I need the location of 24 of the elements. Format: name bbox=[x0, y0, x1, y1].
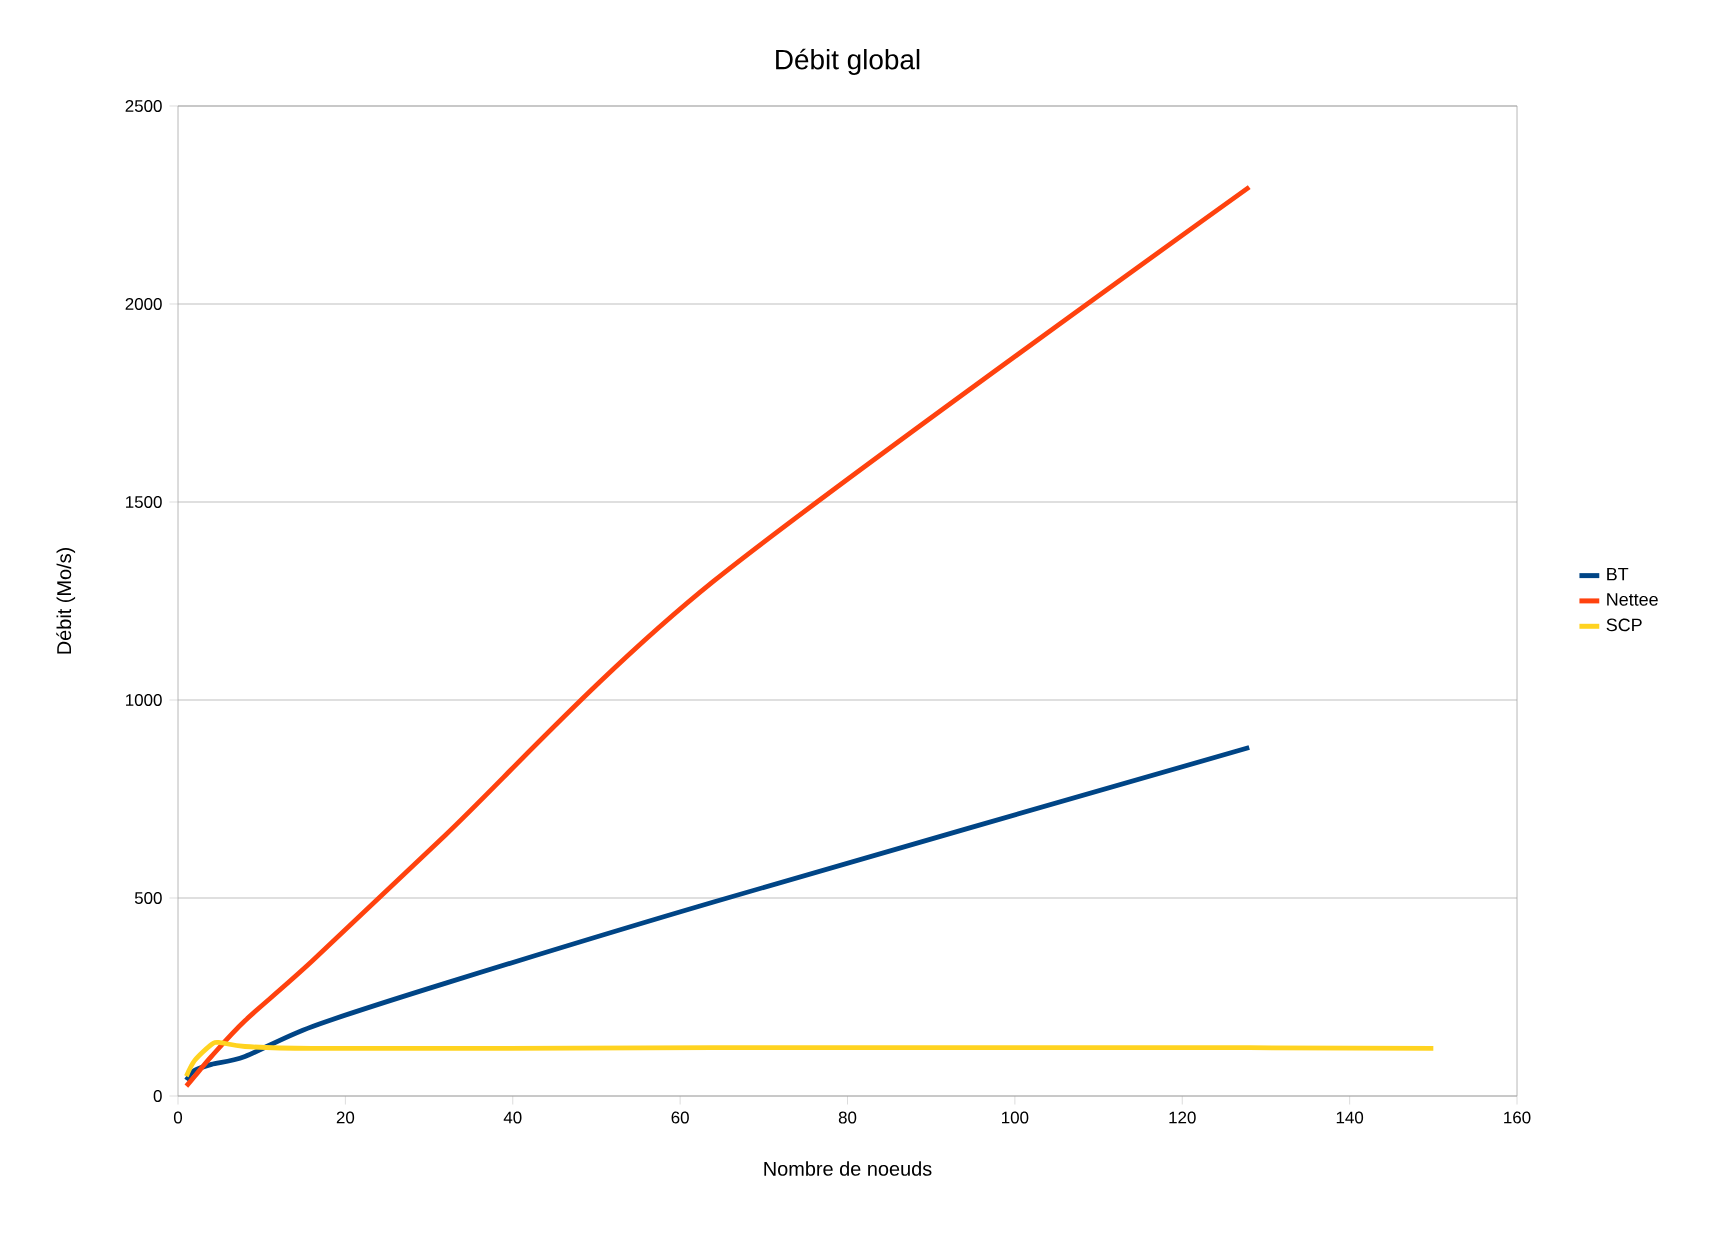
x-tick-label: 0 bbox=[173, 1111, 183, 1124]
line-series bbox=[183, 184, 1252, 1089]
line-series bbox=[183, 745, 1252, 1083]
x-axis-title: Nombre de noeuds bbox=[764, 1161, 932, 1176]
y-tick-label: 1500 bbox=[126, 496, 162, 508]
legend-label: BT bbox=[1607, 567, 1629, 581]
y-tick-label: 0 bbox=[153, 1090, 162, 1102]
chart-title: Débit global bbox=[776, 48, 920, 75]
y-tick-label: 1000 bbox=[126, 694, 162, 706]
x-tick-label: 80 bbox=[838, 1111, 857, 1124]
x-tick-label: 120 bbox=[1169, 1111, 1196, 1124]
x-tick-label: 140 bbox=[1336, 1111, 1364, 1124]
legend-label: SCP bbox=[1606, 618, 1642, 632]
line-series bbox=[183, 1040, 1436, 1079]
y-axis-title: Débit (Mo/s) bbox=[56, 548, 76, 654]
x-tick-label: 60 bbox=[671, 1111, 689, 1124]
x-tick-label: 40 bbox=[503, 1111, 522, 1124]
x-tick-label: 160 bbox=[1504, 1111, 1531, 1124]
y-tick-label: 2000 bbox=[125, 298, 162, 310]
x-tick-label: 100 bbox=[1002, 1111, 1029, 1124]
y-tick-label: 2500 bbox=[125, 100, 162, 112]
x-tick-label: 20 bbox=[336, 1111, 355, 1124]
legend-label: Nettee bbox=[1607, 593, 1658, 606]
y-tick-label: 500 bbox=[134, 892, 162, 904]
